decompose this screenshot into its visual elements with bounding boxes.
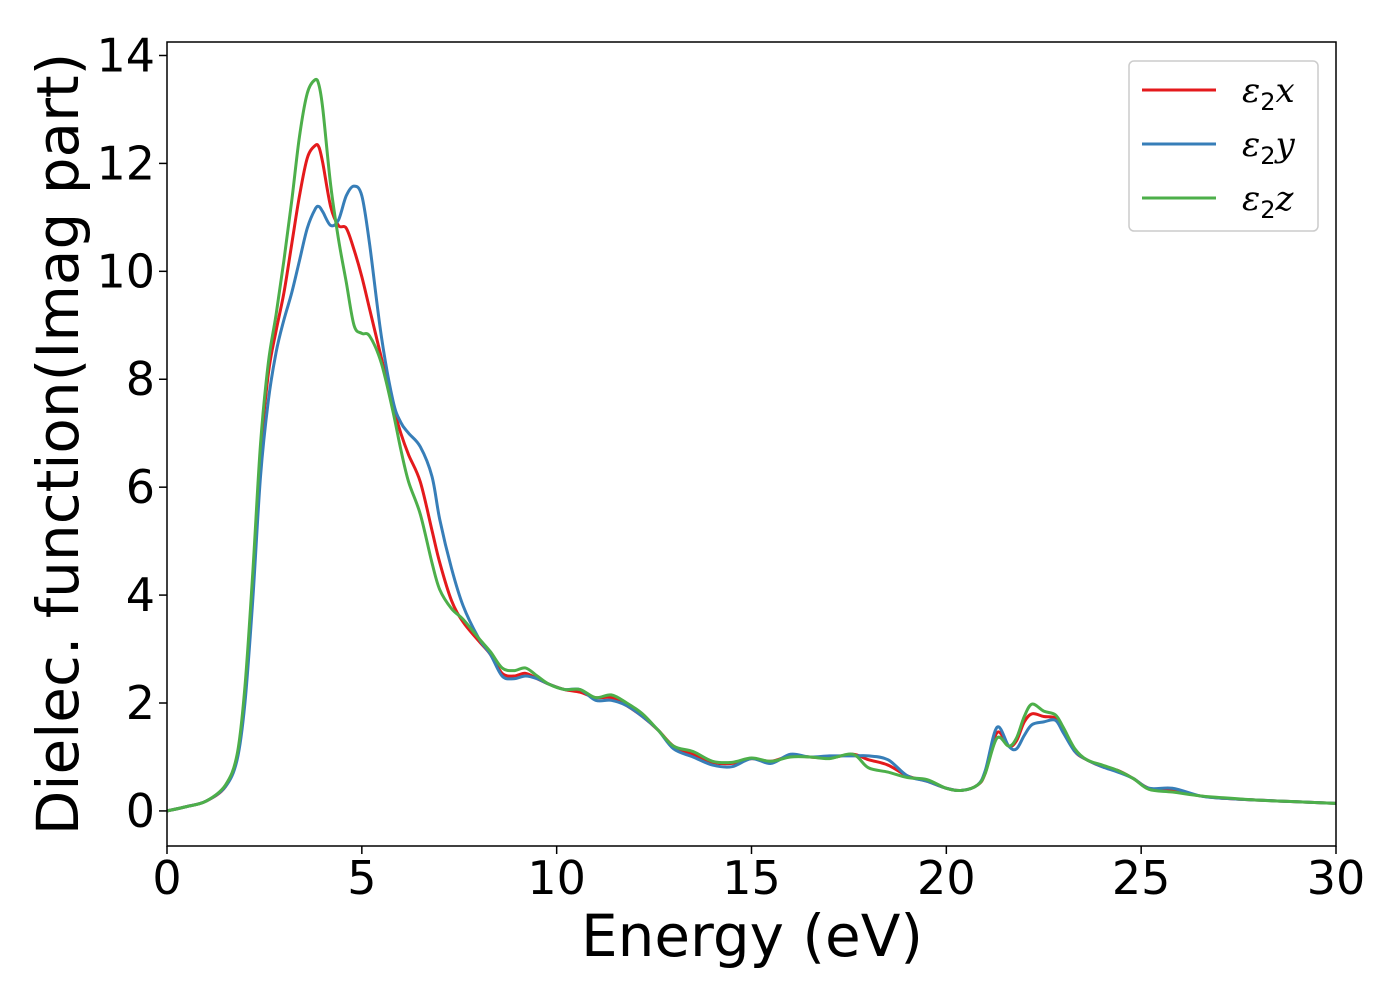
x-tick-label: 15 (722, 851, 781, 905)
legend-box (1128, 60, 1319, 232)
legend: ε2x ε2y ε2z (1128, 60, 1319, 232)
plot-area (167, 77, 1336, 813)
series-line-3 (167, 77, 1336, 813)
x-tick-label: 0 (152, 851, 181, 905)
legend-label-1: ε2x (1242, 71, 1295, 116)
y-tick-label: 14 (96, 28, 155, 82)
x-axis-title: Energy (eV) (581, 902, 923, 970)
y-tick-label: 8 (126, 352, 155, 406)
y-tick-label: 6 (126, 460, 155, 514)
legend-label-2: ε2y (1242, 125, 1296, 170)
x-tick-label: 25 (1112, 851, 1171, 905)
y-tick-label: 0 (126, 784, 155, 838)
x-tick-label: 5 (347, 851, 376, 905)
x-tick-label: 10 (527, 851, 586, 905)
y-tick-label: 4 (126, 568, 155, 622)
legend-label-3: ε2z (1242, 179, 1295, 224)
series-group (167, 77, 1336, 813)
y-axis-title: Dielec. function(Imag part) (24, 53, 92, 836)
series-line-2 (167, 184, 1336, 813)
axes: 0 5 10 15 20 25 30 0 2 4 6 8 10 12 14 (96, 28, 1365, 905)
x-tick-label: 20 (917, 851, 976, 905)
x-tick-label: 30 (1307, 851, 1366, 905)
y-tick-label: 2 (126, 676, 155, 730)
y-tick-label: 12 (96, 136, 155, 190)
y-tick-label: 10 (96, 244, 155, 298)
